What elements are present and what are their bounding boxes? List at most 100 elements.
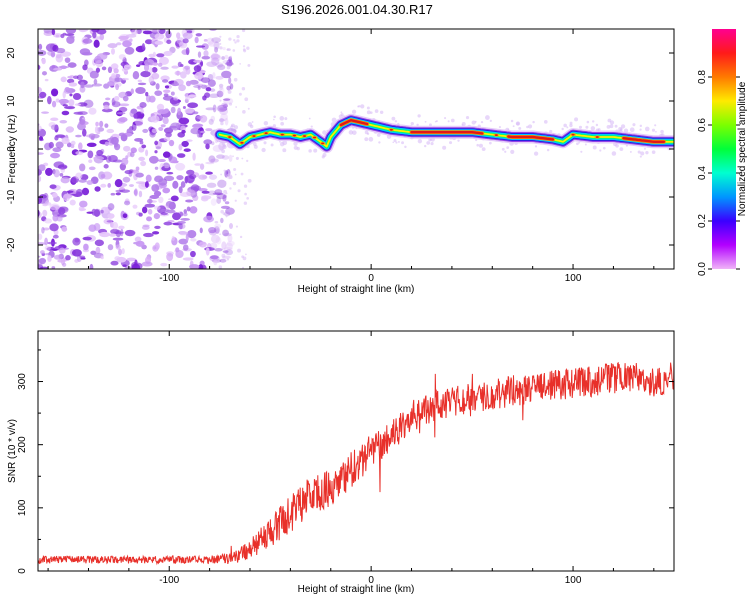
- noise-speckle: [67, 75, 73, 79]
- noise-speckle: [187, 102, 199, 109]
- noise-speckle: [154, 166, 159, 170]
- noise-speckle: [120, 134, 128, 142]
- noise-speckle: [115, 189, 124, 193]
- noise-speckle: [69, 93, 73, 97]
- noise-speckle: [101, 108, 113, 113]
- noise-speckle: [148, 95, 156, 103]
- ridge-halo-speck: [219, 118, 224, 123]
- noise-speckle: [214, 220, 219, 224]
- noise-speckle: [72, 237, 81, 246]
- ridge-halo-speck: [395, 141, 398, 144]
- ridge-halo-speck: [489, 119, 492, 123]
- noise-speckle: [219, 99, 222, 102]
- ridge-halo-speck: [644, 126, 650, 132]
- noise-speckle: [135, 87, 146, 95]
- noise-speckle: [60, 33, 65, 39]
- noise-speckle: [153, 246, 157, 250]
- noise-speckle: [86, 142, 97, 147]
- noise-speckle: [226, 85, 232, 91]
- noise-speckle: [111, 101, 121, 108]
- ridge-halo-speck: [235, 156, 239, 160]
- noise-speckle: [205, 87, 212, 92]
- ridge-halo-speck: [251, 121, 254, 123]
- noise-speckle: [206, 61, 217, 67]
- ridge-halo-speck: [592, 145, 597, 150]
- noise-speckle: [178, 238, 188, 245]
- noise-speckle: [170, 122, 181, 131]
- noise-speckle: [143, 232, 154, 238]
- noise-speckle: [75, 134, 82, 138]
- noise-speckle: [172, 180, 179, 189]
- ridge-halo-speck: [498, 126, 501, 129]
- noise-speckle: [222, 47, 226, 51]
- noise-speckle: [79, 163, 86, 172]
- colorbar-gradient: [712, 29, 736, 269]
- ridge-halo-speck: [220, 121, 224, 126]
- noise-speckle: [166, 39, 172, 45]
- noise-speckle: [219, 46, 223, 50]
- ridge-halo-speck: [273, 115, 276, 118]
- noise-speckle: [135, 166, 140, 171]
- noise-speckle: [62, 104, 68, 107]
- noise-speckle: [243, 184, 248, 188]
- noise-speckle: [211, 141, 215, 146]
- noise-speckle: [94, 186, 101, 192]
- noise-speckle: [205, 161, 215, 165]
- noise-speckle: [121, 248, 125, 255]
- noise-speckle: [137, 82, 147, 86]
- noise-speckle: [38, 257, 47, 265]
- heatmap-y-tick-label: 0: [6, 146, 17, 152]
- noise-speckle: [162, 187, 171, 194]
- noise-speckle: [160, 124, 166, 128]
- noise-speckle: [198, 174, 208, 180]
- noise-speckle: [158, 196, 164, 204]
- noise-speckle: [38, 43, 43, 50]
- ridge-halo-speck: [578, 125, 583, 129]
- noise-speckle: [118, 225, 125, 230]
- ridge-halo-speck: [629, 150, 632, 153]
- noise-speckle: [89, 263, 94, 269]
- noise-speckle: [178, 143, 183, 151]
- noise-speckle: [151, 128, 158, 134]
- ridge-halo-speck: [623, 128, 629, 133]
- noise-speckle: [229, 83, 234, 90]
- noise-speckle: [227, 234, 233, 243]
- noise-speckle: [140, 108, 144, 114]
- noise-speckle: [114, 77, 123, 83]
- noise-speckle: [214, 248, 223, 252]
- noise-speckle: [53, 169, 60, 178]
- noise-speckle: [49, 203, 60, 211]
- ridge-halo-speck: [233, 125, 239, 130]
- noise-speckle: [223, 247, 233, 251]
- noise-speckle: [223, 232, 232, 237]
- ridge-halo-speck: [308, 117, 311, 120]
- noise-speckle: [205, 247, 210, 256]
- ridge-halo-speck: [221, 149, 225, 154]
- noise-speckle: [200, 84, 208, 89]
- noise-speckle: [112, 159, 123, 163]
- snr-frame: [37, 330, 675, 572]
- ridge-halo-speck: [606, 124, 611, 129]
- noise-speckle: [58, 247, 66, 254]
- noise-speckle: [141, 261, 153, 267]
- ridge-halo-speck: [313, 148, 318, 153]
- noise-speckle: [81, 187, 90, 196]
- noise-speckle: [107, 43, 118, 49]
- noise-speckle: [65, 29, 77, 34]
- noise-speckle: [158, 29, 166, 35]
- snr-y-tick-label: 100: [17, 499, 28, 516]
- ridge-halo-speck: [563, 123, 567, 128]
- ridge-halo-speck: [476, 143, 479, 147]
- noise-speckle: [142, 128, 149, 133]
- noise-speckle: [58, 207, 66, 215]
- noise-speckle: [66, 190, 74, 193]
- noise-speckle: [154, 33, 165, 40]
- ridge-halo-speck: [480, 120, 484, 124]
- ridge-halo-speck: [640, 151, 645, 156]
- ridge-halo-speck: [322, 152, 327, 157]
- noise-speckle: [234, 41, 237, 44]
- noise-speckle: [177, 107, 182, 116]
- noise-speckle: [122, 176, 131, 183]
- ridge-halo-speck: [578, 141, 581, 144]
